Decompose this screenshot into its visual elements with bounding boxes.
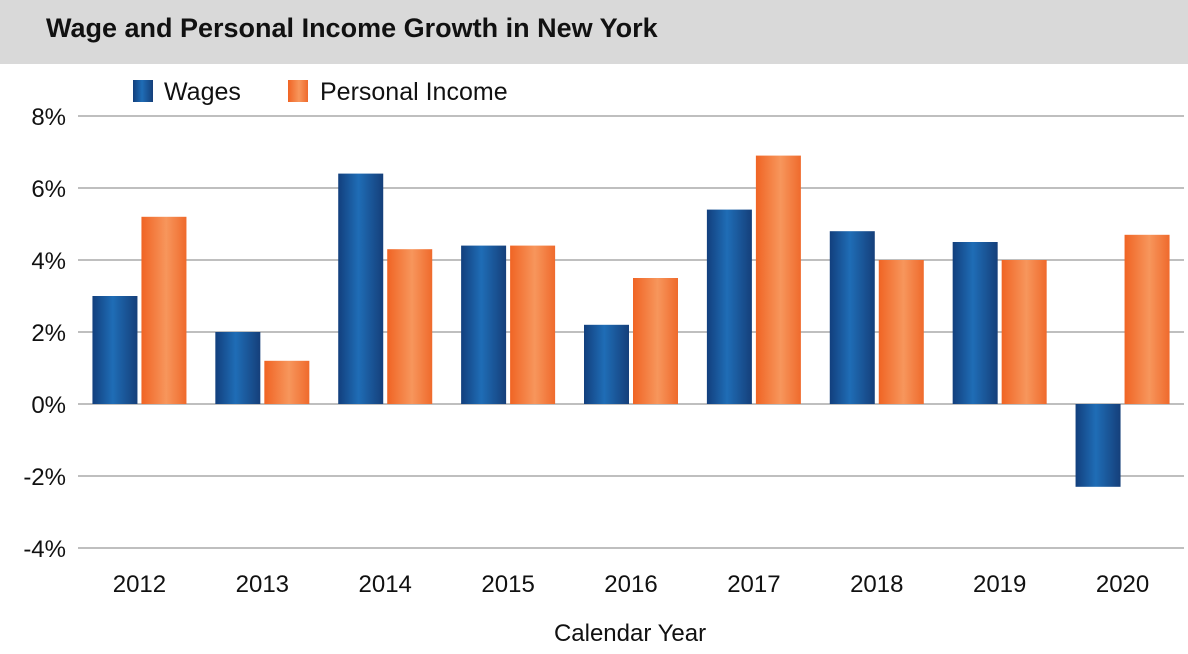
bar-personal-income bbox=[633, 278, 678, 404]
x-tick-label: 2020 bbox=[1096, 571, 1149, 598]
x-axis: 2012 2013 2014 2015 2016 2017 2018 2019 2020 bbox=[113, 571, 1150, 598]
legend-swatch-personal-income bbox=[288, 80, 308, 102]
x-tick-label: 2019 bbox=[973, 571, 1026, 598]
y-tick-label: -4% bbox=[23, 536, 66, 563]
bar-wages bbox=[92, 296, 138, 404]
bars bbox=[92, 155, 1170, 487]
bar-wages bbox=[706, 209, 752, 404]
bar-wages bbox=[952, 242, 998, 404]
x-tick-label: 2012 bbox=[113, 571, 166, 598]
legend-label-wages: Wages bbox=[164, 78, 241, 106]
x-tick-label: 2014 bbox=[359, 571, 412, 598]
bar-personal-income bbox=[387, 249, 433, 404]
bar-personal-income bbox=[1124, 234, 1170, 404]
y-tick-label: 6% bbox=[31, 176, 66, 203]
bar-wages bbox=[215, 332, 261, 404]
bar-wages bbox=[1075, 404, 1121, 487]
x-tick-label: 2013 bbox=[236, 571, 289, 598]
bar-personal-income bbox=[1001, 260, 1047, 404]
y-tick-label: 0% bbox=[31, 392, 66, 419]
bar-wages bbox=[461, 245, 507, 404]
bar-wages bbox=[584, 324, 629, 404]
bar-personal-income bbox=[510, 245, 556, 404]
bar-personal-income bbox=[264, 360, 310, 404]
legend: Wages Personal Income bbox=[133, 78, 508, 106]
gridlines bbox=[78, 115, 1184, 549]
x-tick-label: 2017 bbox=[727, 571, 780, 598]
legend-label-personal-income: Personal Income bbox=[320, 78, 508, 106]
chart-title: Wage and Personal Income Growth in New Y… bbox=[46, 13, 658, 43]
y-axis: -4% -2% 0% 2% 4% 6% 8% bbox=[23, 104, 66, 563]
y-tick-label: 4% bbox=[31, 248, 66, 275]
bar-personal-income bbox=[755, 155, 801, 404]
y-tick-label: -2% bbox=[23, 464, 66, 491]
bar-wages bbox=[829, 231, 875, 404]
x-tick-label: 2018 bbox=[850, 571, 903, 598]
x-axis-label: Calendar Year bbox=[554, 620, 706, 647]
y-tick-label: 2% bbox=[31, 320, 66, 347]
bar-personal-income bbox=[878, 260, 924, 404]
chart-title-bar: Wage and Personal Income Growth in New Y… bbox=[0, 0, 1188, 64]
x-tick-label: 2016 bbox=[604, 571, 657, 598]
legend-swatch-wages bbox=[133, 80, 153, 102]
bar-wages bbox=[338, 173, 384, 404]
x-tick-label: 2015 bbox=[481, 571, 534, 598]
bar-personal-income bbox=[141, 216, 187, 404]
y-tick-label: 8% bbox=[31, 104, 66, 131]
